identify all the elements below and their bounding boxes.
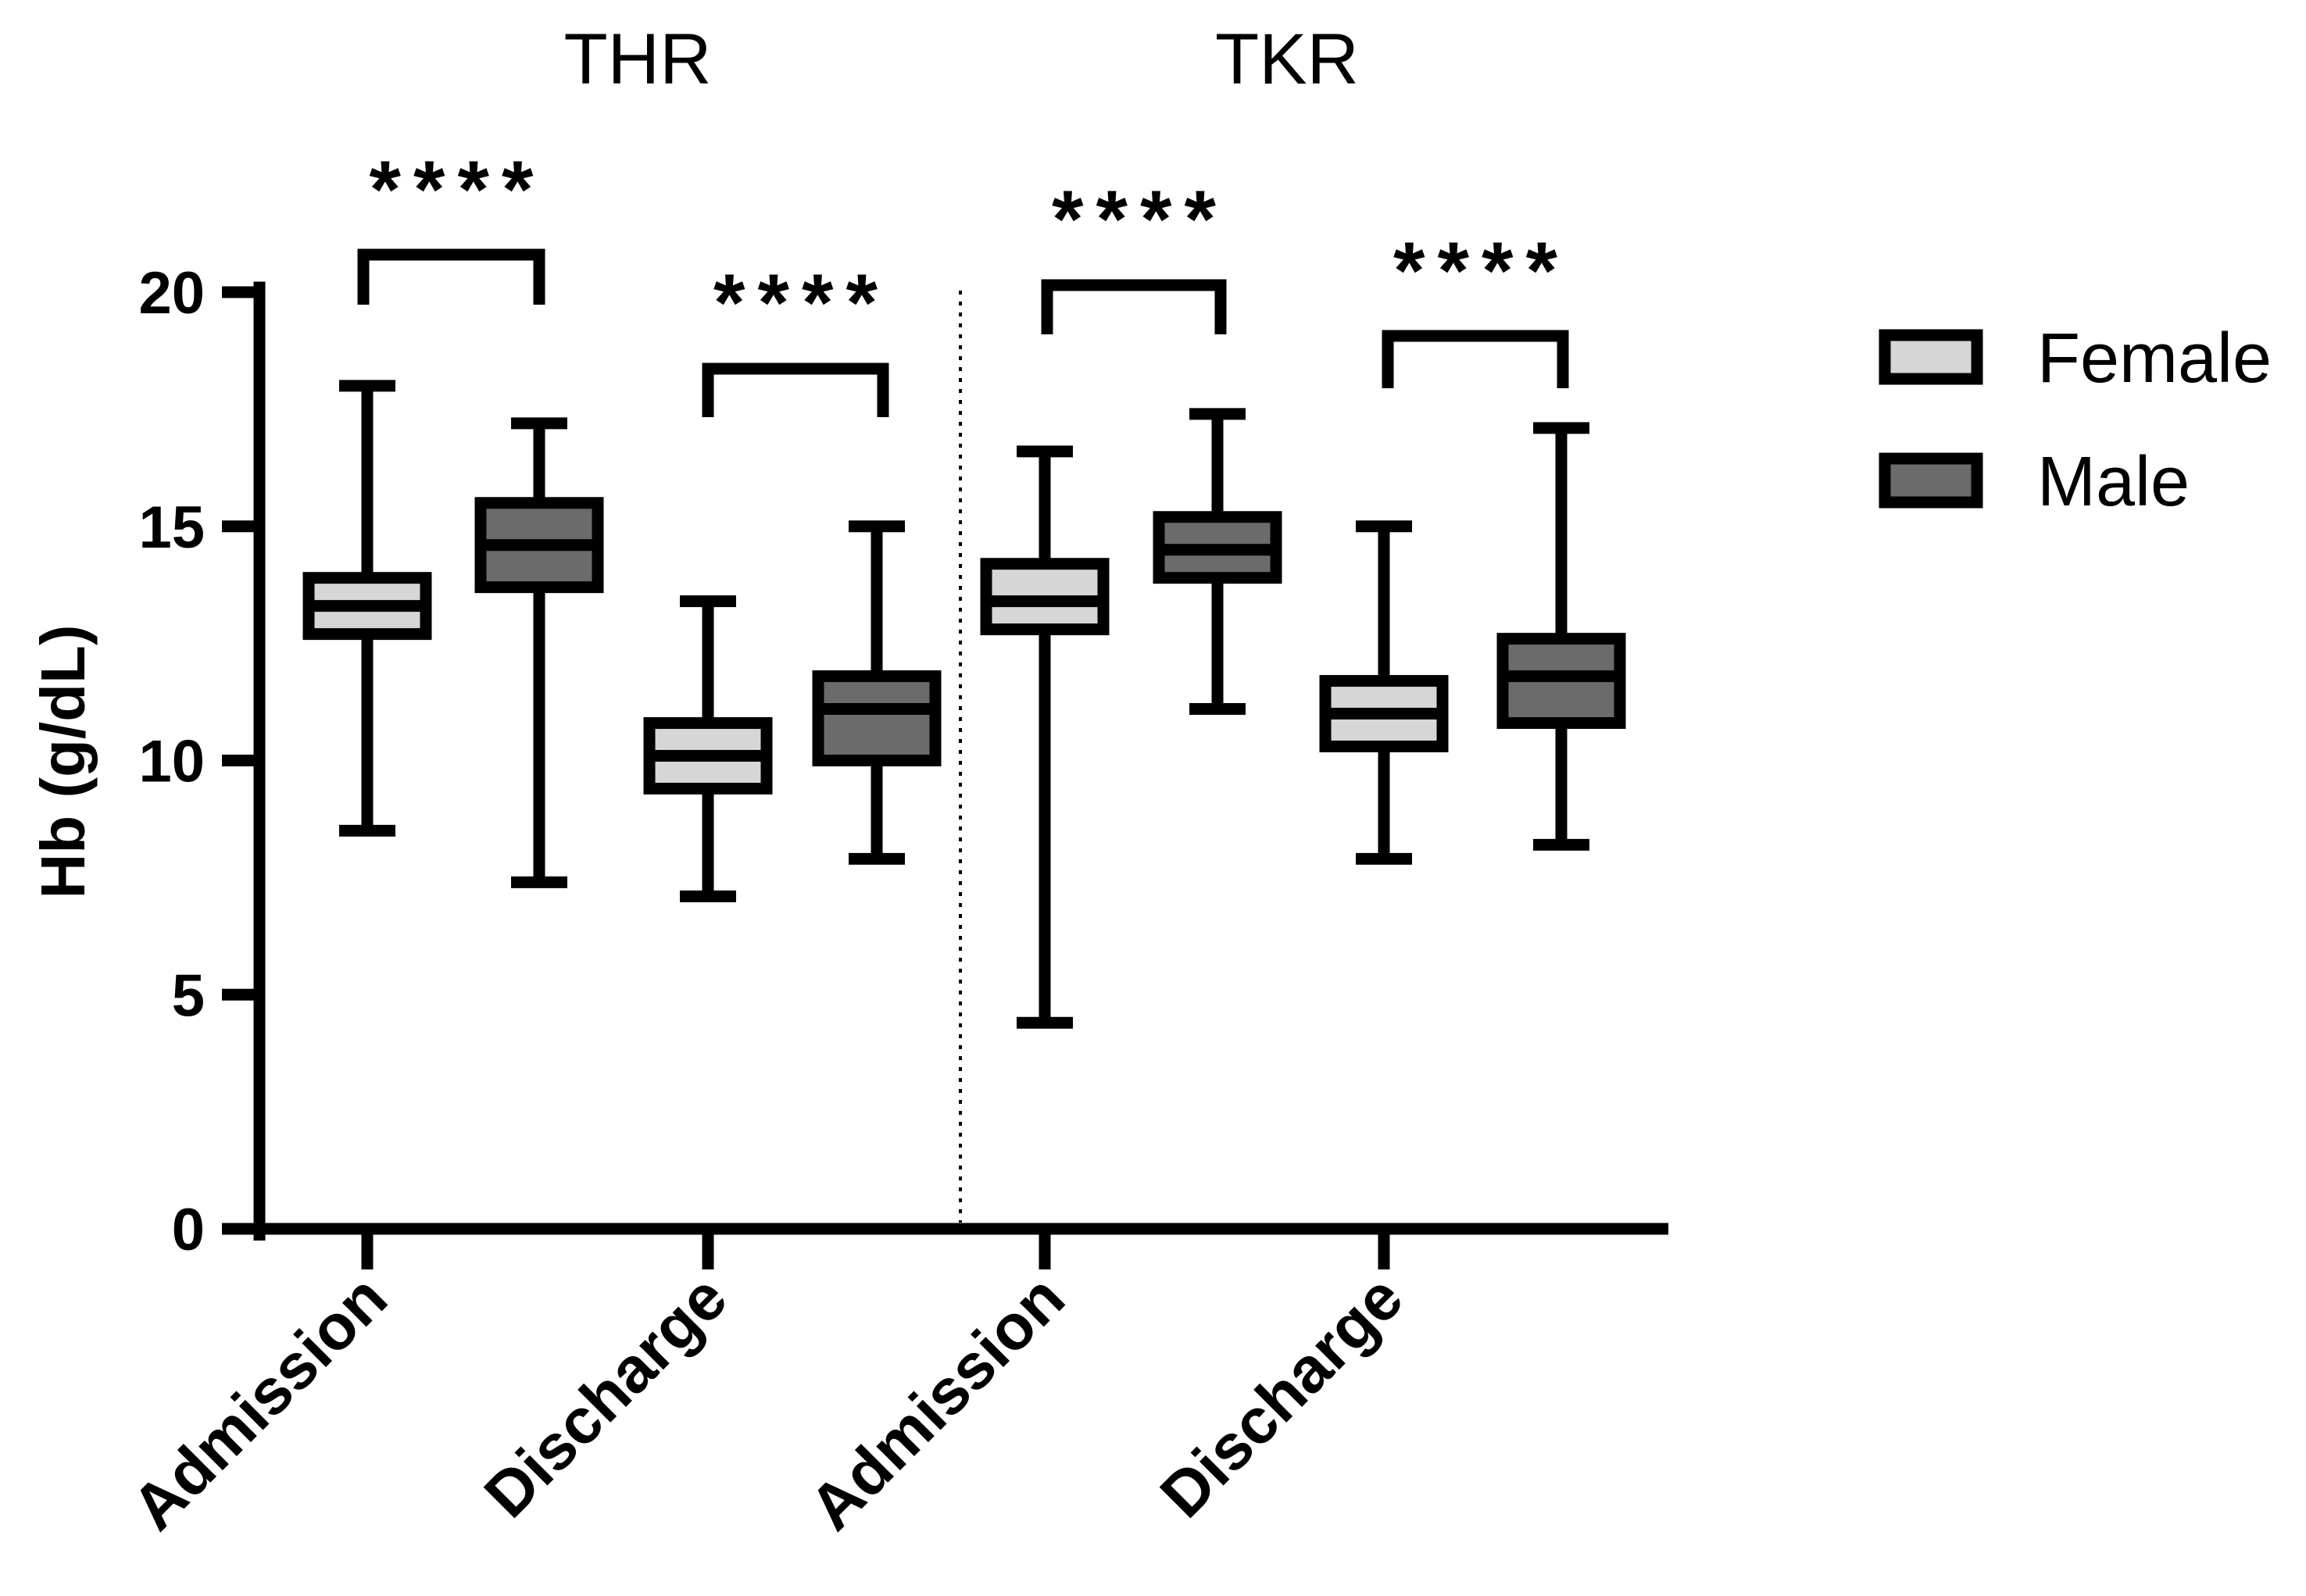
legend-label-male: Male: [2037, 443, 2190, 521]
significance-label: ****: [1393, 226, 1570, 316]
significance-bracket: [1382, 330, 1569, 388]
legend-swatch-male: [1879, 452, 1983, 509]
y-tick-label: 15: [138, 495, 205, 561]
significance-bracket: [1041, 279, 1227, 334]
y-axis-label: Hb (g/dL): [28, 625, 98, 899]
y-tick-label: 0: [172, 1197, 205, 1263]
box-male: [812, 670, 942, 767]
x-tick-label-tkr-admission: Admission: [796, 1262, 1078, 1544]
significance-label: ****: [713, 258, 890, 348]
group-title-thr: THR: [563, 20, 711, 99]
y-tick-label: 10: [138, 729, 205, 795]
x-tick-label-tkr-discharge: Discharge: [1147, 1262, 1417, 1531]
legend-label-female: Female: [2037, 320, 2272, 398]
significance-label: ****: [1052, 174, 1228, 265]
group-title-tkr: TKR: [1215, 20, 1359, 99]
y-tick-label: 20: [138, 260, 205, 327]
y-tick-label: 5: [172, 962, 205, 1029]
significance-label: ****: [370, 145, 546, 235]
x-tick-label-thr-admission: Admission: [119, 1262, 401, 1544]
significance-bracket: [357, 248, 545, 305]
legend-swatch-female: [1879, 329, 1983, 385]
legend: Female Male: [1879, 320, 2272, 521]
x-tick-label-thr-discharge: Discharge: [471, 1262, 741, 1531]
plot-area: 0 5 10 15 20: [138, 248, 1668, 1269]
significance-bracket: [702, 362, 889, 417]
